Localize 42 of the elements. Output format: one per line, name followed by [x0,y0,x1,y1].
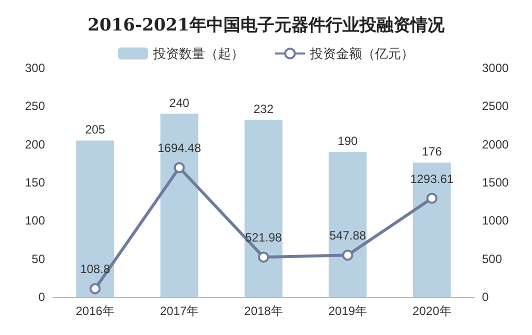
y-tick-label: 150 [24,176,46,190]
point [90,283,101,294]
data-label: 176 [422,144,442,159]
x-tick-label: 2020年 [412,304,452,318]
x-tick-label: 2016年 [76,304,114,318]
y-tick-label: 0 [38,290,46,304]
x-tick-label: 2019年 [328,304,368,318]
point [426,192,438,204]
y-tick-label: 300 [24,61,46,75]
bar [412,162,451,297]
data-label: 205 [85,122,106,137]
data-label: 240 [169,96,190,110]
x-tick-label: 2018年 [244,304,283,318]
bar [244,120,282,297]
y2-tick-label: 3000 [482,61,510,75]
bar [160,114,198,297]
bar [76,140,114,297]
point [342,250,354,261]
y-tick-label: 50 [32,252,46,266]
x-tick-label: 2017年 [160,304,199,318]
y-tick-label: 250 [24,99,46,114]
chart-title: 2016-2021年中国电子元器件行业投融资情况 [88,16,446,36]
y2-tick-label: 1500 [482,176,510,190]
data-label: 521.98 [245,230,282,245]
data-label: 1694.48 [158,141,202,156]
legend-label: 投资金额（亿元） [309,46,414,61]
y2-tick-label: 1000 [482,214,510,228]
legend-label: 投资数量（起） [152,46,244,61]
data-label: 1293.61 [410,172,454,186]
y2-tick-label: 0 [482,290,489,304]
bar [328,152,367,297]
point [258,252,269,263]
y2-tick-label: 500 [482,252,502,266]
data-label: 108.8 [80,262,110,276]
y-tick-label: 200 [24,137,46,152]
y2-tick-label: 2000 [482,137,510,152]
data-label: 547.88 [329,228,366,243]
y2-tick-label: 2500 [482,99,510,114]
data-label: 232 [253,102,274,116]
point [174,162,185,174]
y-tick-label: 100 [24,214,46,228]
data-label: 190 [338,134,358,148]
